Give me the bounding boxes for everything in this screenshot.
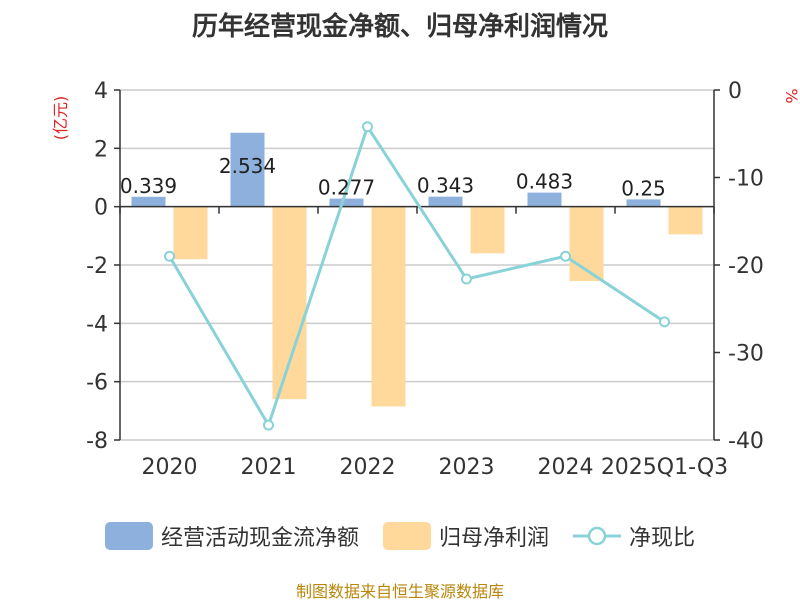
ratio-point xyxy=(164,250,175,262)
legend-swatch-net-profit xyxy=(382,522,431,550)
right-axis-unit: % xyxy=(782,88,800,103)
bars xyxy=(131,132,703,407)
data-label-cashflow: 0.277 xyxy=(318,176,375,200)
ratio-line xyxy=(164,121,670,431)
data-label-cashflow: 0.339 xyxy=(120,174,177,198)
left-axis-unit: (亿元) xyxy=(51,96,70,141)
data-label-cashflow: 0.25 xyxy=(621,176,666,200)
category-label: 2022 xyxy=(340,455,396,480)
data-labels: 0.339 2.534 0.277 0.343 0.483 0.25 xyxy=(120,154,666,201)
legend-swatch-ratio xyxy=(573,526,621,546)
category-label: 2020 xyxy=(142,455,198,480)
left-tick-label: -6 xyxy=(86,371,108,396)
bar-cashflow xyxy=(329,198,364,207)
right-tick-label: -30 xyxy=(728,342,764,367)
legend-label-ratio: 净现比 xyxy=(629,526,696,551)
bar-net-profit xyxy=(371,206,406,407)
chart-title: 历年经营现金净额、归母净利润情况 xyxy=(191,12,608,42)
legend-swatch-cashflow xyxy=(104,522,153,550)
left-tick-label: 4 xyxy=(94,79,108,104)
right-tick-label: -40 xyxy=(728,429,764,454)
left-tick-label: -2 xyxy=(86,254,108,279)
legend-item-net-profit[interactable]: 归母净利润 xyxy=(382,520,549,552)
ratio-point xyxy=(263,419,274,431)
bar-cashflow xyxy=(131,196,166,207)
right-tick-label: 0 xyxy=(728,79,742,104)
category-label: 2025Q1-Q3 xyxy=(601,455,728,480)
bar-cashflow xyxy=(230,132,265,207)
bar-net-profit xyxy=(668,206,703,235)
right-tick-label: -10 xyxy=(728,167,764,192)
ratio-polyline xyxy=(168,123,666,429)
left-tick-label: -4 xyxy=(86,312,108,337)
data-label-cashflow: 0.483 xyxy=(516,170,573,194)
data-label-cashflow: 2.534 xyxy=(219,154,276,178)
left-tick-label: 0 xyxy=(94,196,108,221)
legend-item-cashflow[interactable]: 经营活动现金流净额 xyxy=(104,520,359,552)
legend-label-cashflow: 经营活动现金流净额 xyxy=(160,526,359,551)
bar-cashflow xyxy=(527,192,562,207)
category-label: 2023 xyxy=(439,455,495,480)
data-label-cashflow: 0.343 xyxy=(417,174,474,198)
bar-net-profit xyxy=(272,206,307,400)
bar-net-profit xyxy=(173,206,208,260)
category-label: 2021 xyxy=(241,455,297,480)
ratio-point xyxy=(659,316,670,328)
category-label: 2024 xyxy=(538,455,594,480)
source-note: 制图数据来自恒生聚源数据库 xyxy=(295,582,504,601)
axes: 4 2 0 -2 -4 -6 -8 0 -10 -20 -30 -40 2020 2021 2022 2023… xyxy=(86,79,764,480)
ratio-point xyxy=(461,273,472,285)
ratio-point xyxy=(362,121,373,133)
legend-item-ratio[interactable]: 净现比 xyxy=(573,520,695,552)
bar-cashflow xyxy=(428,196,463,207)
left-tick-label: 2 xyxy=(94,137,108,162)
bar-cashflow xyxy=(626,199,661,207)
bar-net-profit xyxy=(470,206,505,254)
ratio-point xyxy=(560,250,571,262)
left-tick-label: -8 xyxy=(86,429,108,454)
right-tick-label: -20 xyxy=(728,254,764,279)
grid-lines xyxy=(120,89,714,441)
legend: 经营活动现金流净额 归母净利润 净现比 xyxy=(0,516,800,556)
legend-label-net-profit: 归母净利润 xyxy=(438,526,549,551)
